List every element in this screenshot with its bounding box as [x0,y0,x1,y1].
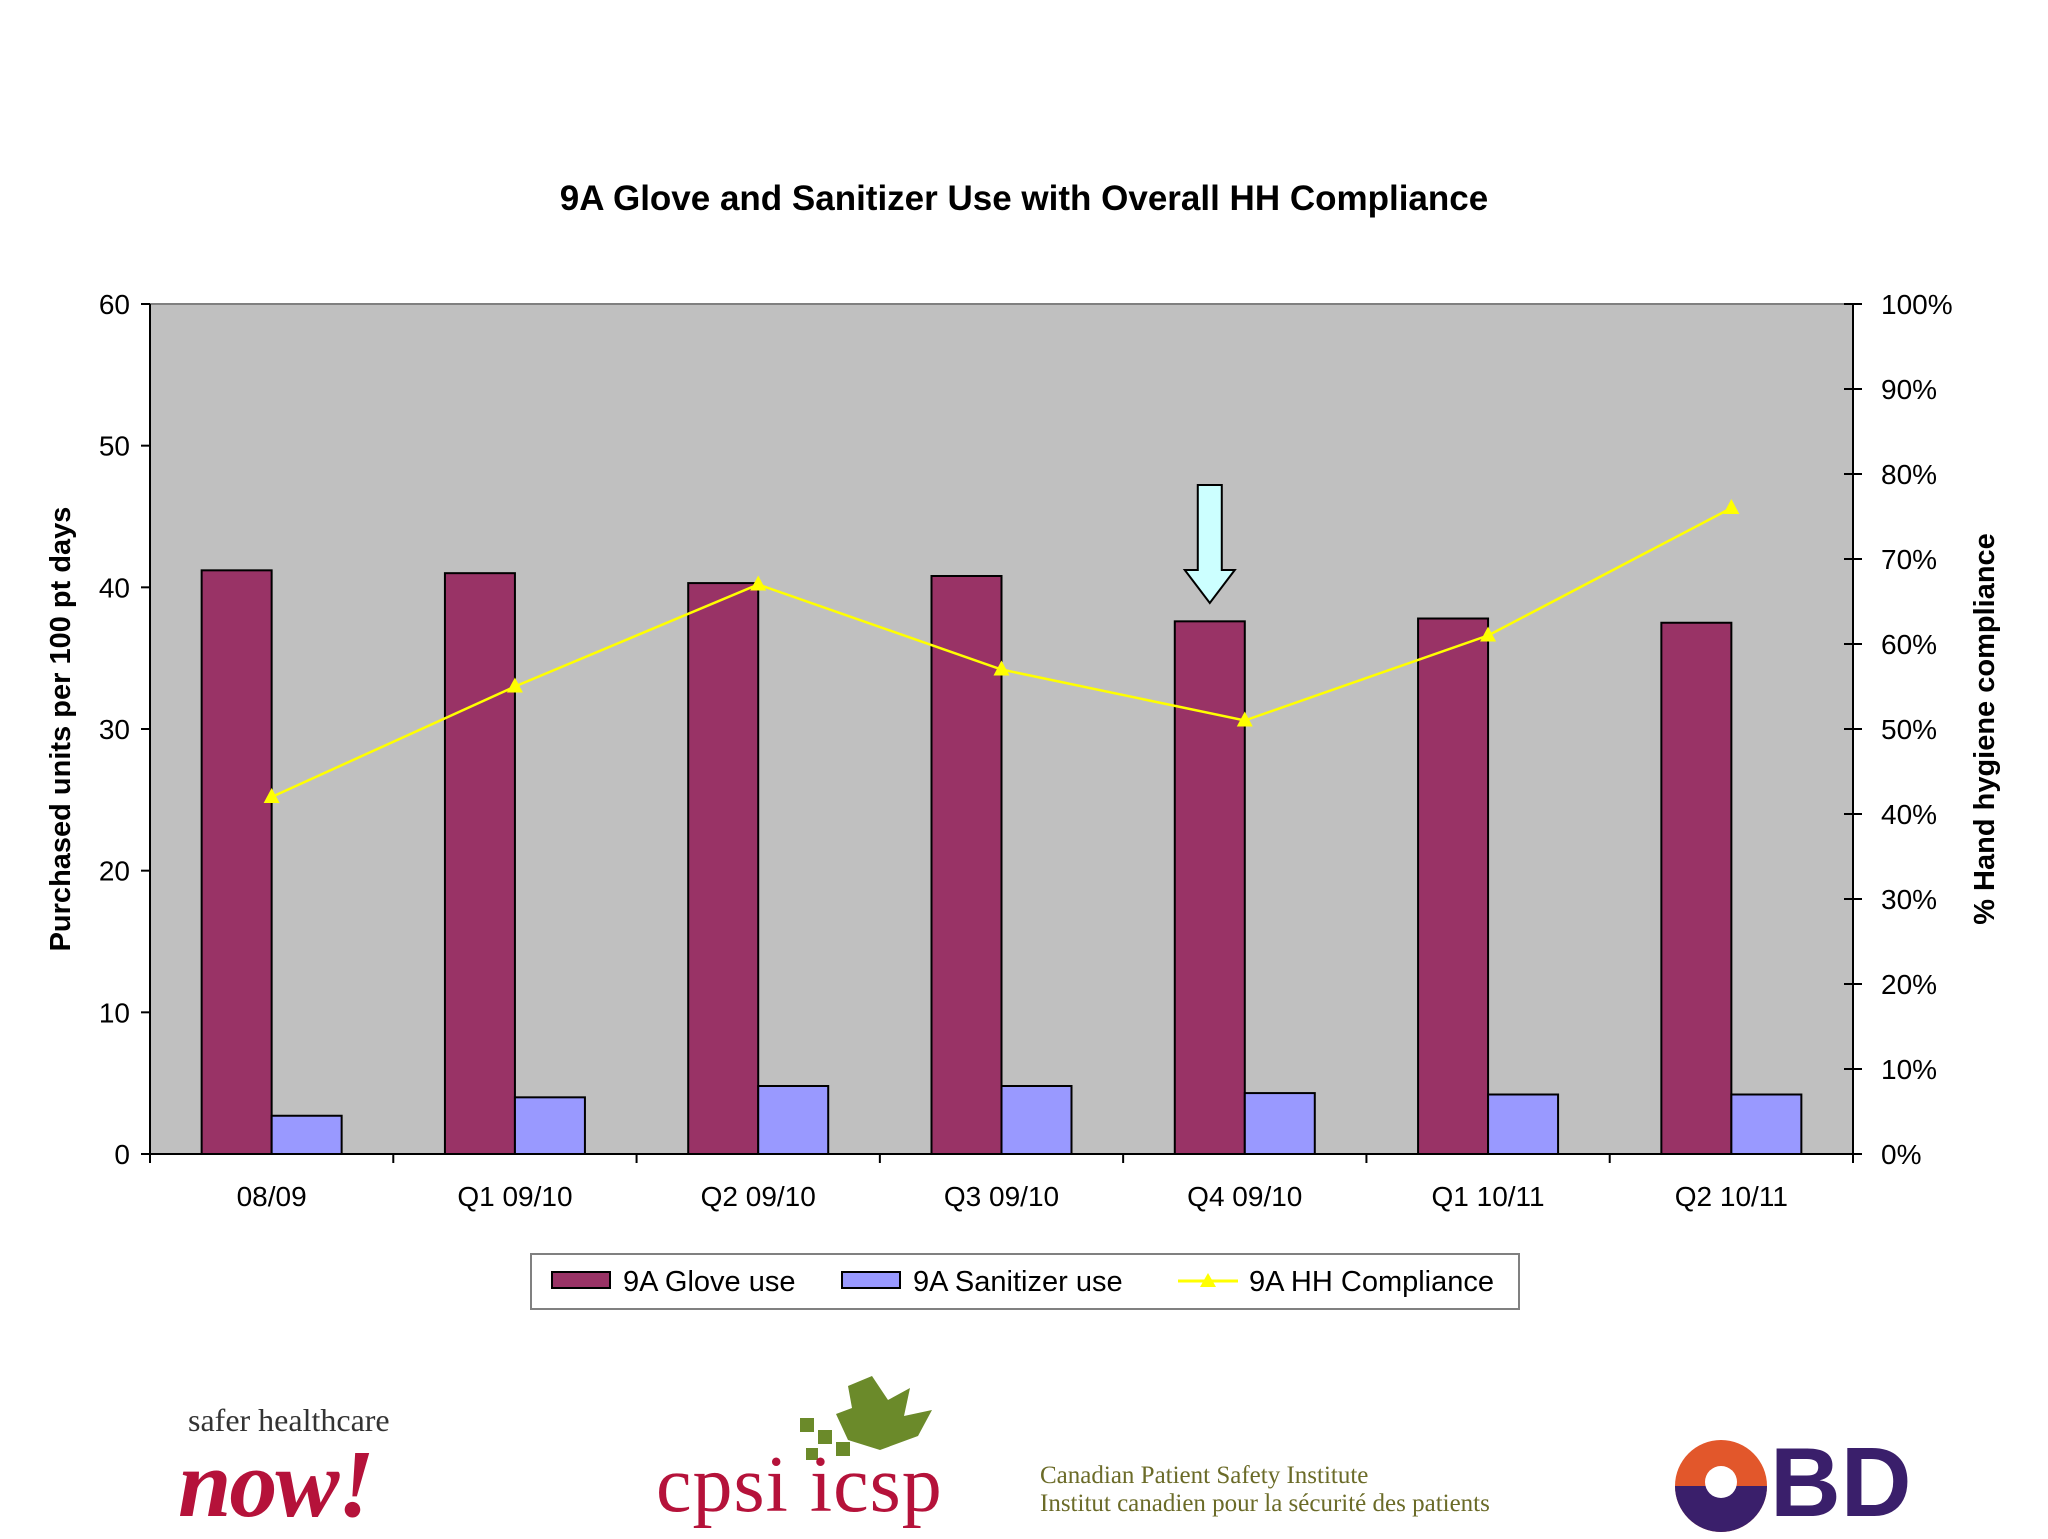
x-tick-label-1: Q1 09/10 [457,1181,572,1212]
y2-tick-label-10: 100% [1881,289,1953,320]
bar-sanitizer-6 [1730,1093,1803,1155]
now-logo-text: now! [178,1430,375,1537]
legend-swatch-glove [551,1271,611,1289]
y-tick-label-2: 20 [99,856,130,887]
chart-title: 9A Glove and Sanitizer Use with Overall … [560,179,1488,218]
x-tick-label-2: Q2 09/10 [701,1181,816,1212]
bar-sanitizer-4 [1243,1092,1316,1156]
y2-tick-label-3: 30% [1881,884,1937,915]
bar-glove-4 [1173,620,1246,1155]
bars-layer [200,569,1803,1156]
legend-label-sanitizer: 9A Sanitizer use [913,1266,1123,1298]
cpsi-maple-leaf-icon [800,1376,932,1460]
y2-tick-label-2: 20% [1881,969,1937,1000]
bar-sanitizer-1 [513,1096,586,1156]
q4-arrow-annotation [1182,484,1237,605]
legend-box [530,1253,1520,1310]
bd-logo-text: BD [1770,1427,1912,1537]
legend: 9A Glove use 9A Sanitizer use 9A HH Comp… [530,1253,1520,1310]
y2-tick-label-4: 40% [1881,799,1937,830]
y2-tick-label-0: 0% [1881,1139,1921,1170]
y2-tick-label-6: 60% [1881,629,1937,660]
y2-tick-label-1: 10% [1881,1054,1937,1085]
bar-sanitizer-5 [1487,1093,1560,1155]
bar-sanitizer-3 [1000,1085,1073,1155]
cpsi-french-name: Institut canadien pour la sécurité des p… [1040,1490,1490,1517]
down-arrow-icon [1182,484,1237,605]
compliance-point-4 [1236,711,1253,727]
x-tick-label-0: 08/09 [237,1181,307,1212]
safer-healthcare-logo-text: safer healthcare [188,1402,390,1438]
bar-sanitizer-2 [757,1085,830,1155]
x-tick-label-3: Q3 09/10 [944,1181,1059,1212]
legend-swatch-compliance-marker [1200,1273,1216,1287]
axes-layer: 0 10 20 30 40 50 60 0% 10% 20% 30% 40% 50% 60% 70% 80% 9… [99,289,1953,1212]
bar-glove-2 [687,582,760,1155]
compliance-point-1 [506,677,523,693]
y-tick-label-5: 50 [99,431,130,462]
y2-tick-label-7: 70% [1881,544,1937,575]
bar-glove-5 [1417,617,1490,1155]
y-tick-label-4: 40 [99,572,130,603]
compliance-point-2 [750,575,767,591]
legend-label-compliance: 9A HH Compliance [1249,1266,1494,1298]
y2-tick-label-9: 90% [1881,374,1937,405]
line-layer [263,499,1740,803]
cpsi-english-name: Canadian Patient Safety Institute [1040,1462,1369,1489]
x-tick-label-6: Q2 10/11 [1675,1181,1788,1212]
y-tick-label-1: 10 [99,997,130,1028]
y2-tick-label-8: 80% [1881,459,1937,490]
y-tick-label-3: 30 [99,714,130,745]
bd-sunburst-icon [1675,1440,1767,1532]
bar-sanitizer-0 [270,1114,343,1155]
y-tick-label-0: 0 [114,1139,130,1170]
y2-axis-label: % Hand hygiene compliance [1969,533,2001,925]
bar-glove-6 [1660,621,1733,1155]
legend-swatch-sanitizer [841,1271,901,1289]
y-tick-label-6: 60 [99,289,130,320]
cpsi-logo-text: cpsi icsp [656,1441,943,1529]
x-tick-label-4: Q4 09/10 [1187,1181,1302,1212]
compliance-point-5 [1480,626,1497,642]
legend-label-glove: 9A Glove use [623,1266,796,1298]
y-axis-label: Purchased units per 100 pt days [45,507,77,952]
bar-glove-0 [200,569,273,1155]
x-tick-label-5: Q1 10/11 [1432,1181,1545,1212]
bar-glove-3 [930,575,1003,1155]
y2-tick-label-5: 50% [1881,714,1937,745]
bar-glove-1 [443,572,516,1155]
compliance-point-0 [263,788,280,803]
compliance-point-6 [1723,499,1740,514]
compliance-point-3 [993,660,1010,676]
